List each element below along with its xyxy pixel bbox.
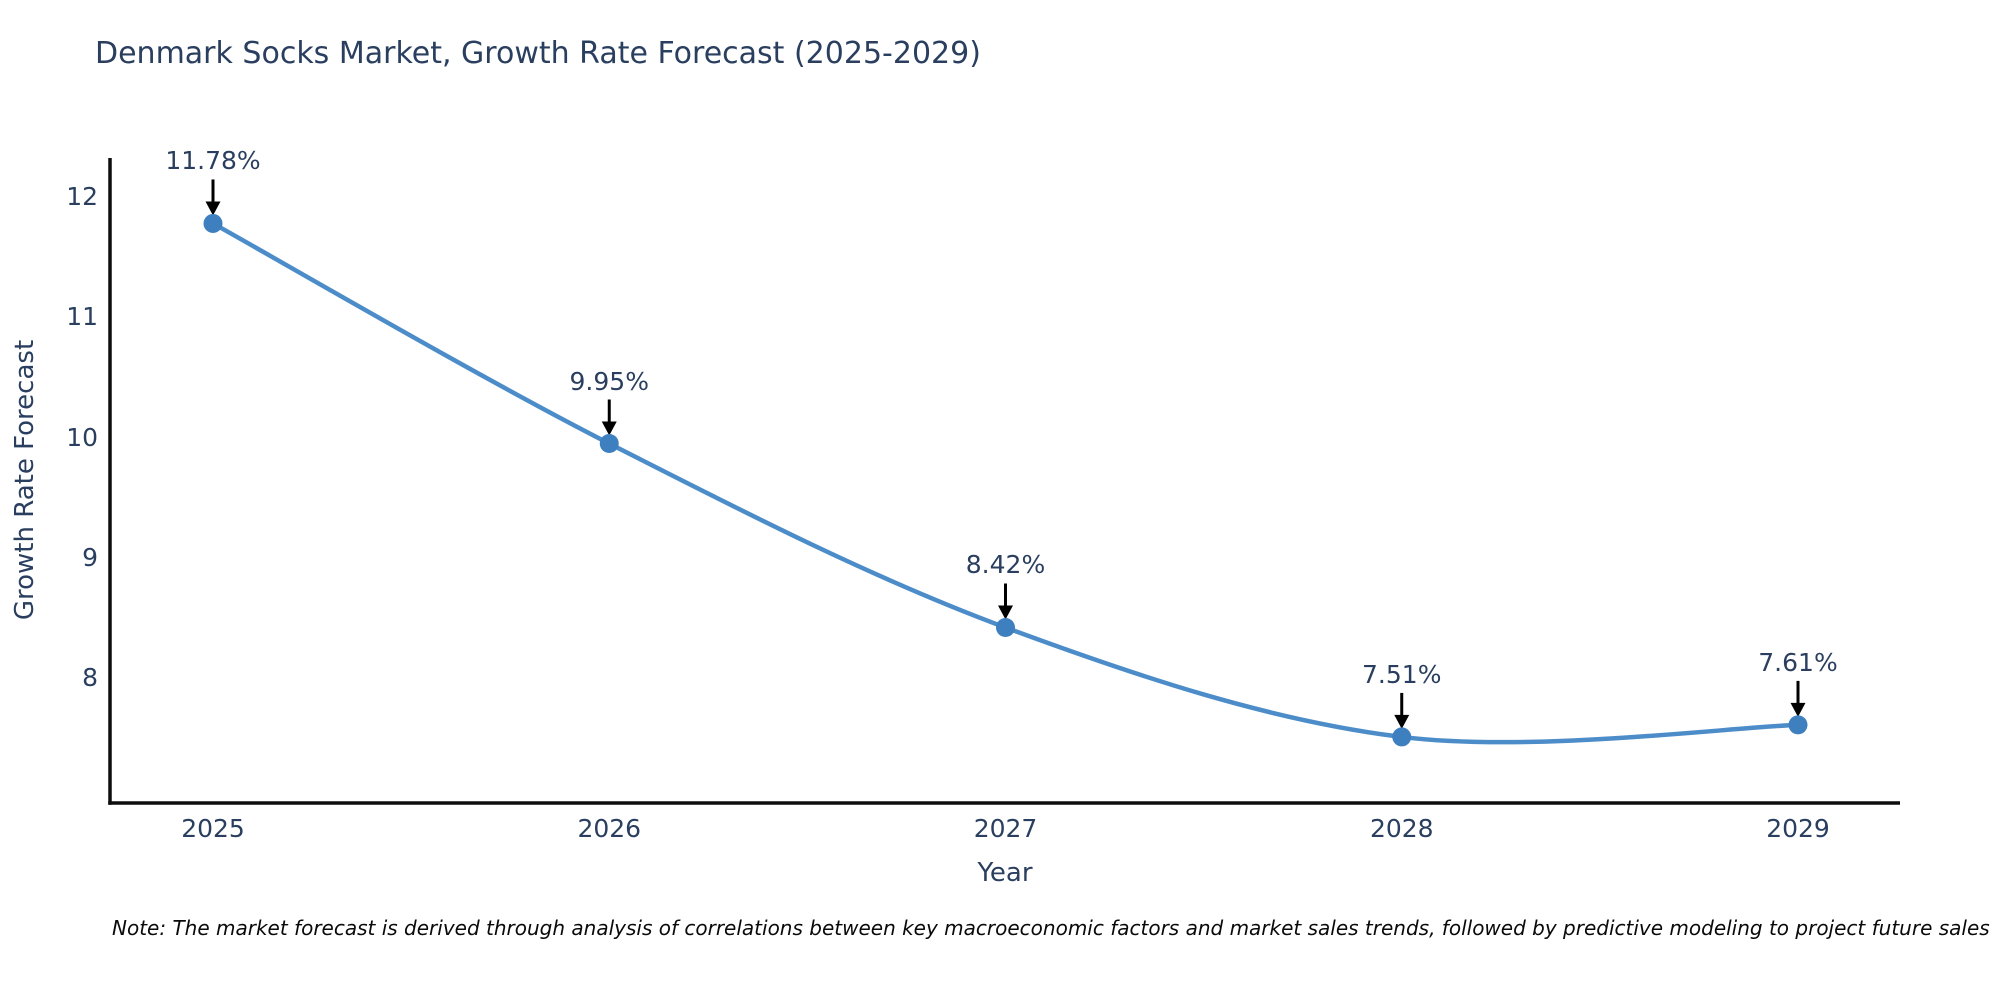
x-tick-label: 2027 — [973, 814, 1038, 843]
data-point-marker — [996, 617, 1015, 637]
data-point-marker — [203, 213, 223, 233]
data-point-marker — [599, 434, 619, 454]
annotation-arrowhead-icon — [998, 605, 1013, 620]
point-value-label: 8.42% — [965, 550, 1046, 580]
point-value-label: 11.78% — [165, 146, 261, 176]
y-axis-title: Growth Rate Forecast — [10, 339, 40, 621]
data-point-marker — [1788, 715, 1808, 735]
point-value-label: 9.95% — [569, 366, 649, 396]
chart-title: Denmark Socks Market, Growth Rate Foreca… — [95, 36, 981, 71]
x-axis-title: Year — [977, 858, 1033, 888]
y-tick-label: 12 — [66, 182, 98, 211]
y-tick-label: 11 — [66, 302, 98, 332]
annotation-arrowhead-icon — [601, 421, 617, 436]
footnote: Note: The market forecast is derived thr… — [112, 916, 1990, 940]
x-tick-label: 2026 — [577, 814, 642, 843]
y-tick-label: 9 — [82, 542, 98, 572]
forecast-line — [210, 221, 1801, 745]
point-value-label: 7.51% — [1362, 659, 1442, 689]
x-tick-label: 2029 — [1766, 814, 1830, 843]
annotation-arrowhead-icon — [1394, 714, 1410, 729]
x-tick-label: 2028 — [1369, 814, 1434, 843]
annotation-arrowhead-icon — [1790, 702, 1806, 717]
x-tick-label: 2025 — [181, 814, 245, 843]
y-tick-label: 8 — [82, 663, 98, 692]
data-point-marker — [1392, 727, 1412, 747]
annotation-arrowhead-icon — [205, 201, 221, 216]
point-value-label: 7.61% — [1758, 647, 1838, 677]
y-tick-label: 10 — [66, 422, 98, 452]
